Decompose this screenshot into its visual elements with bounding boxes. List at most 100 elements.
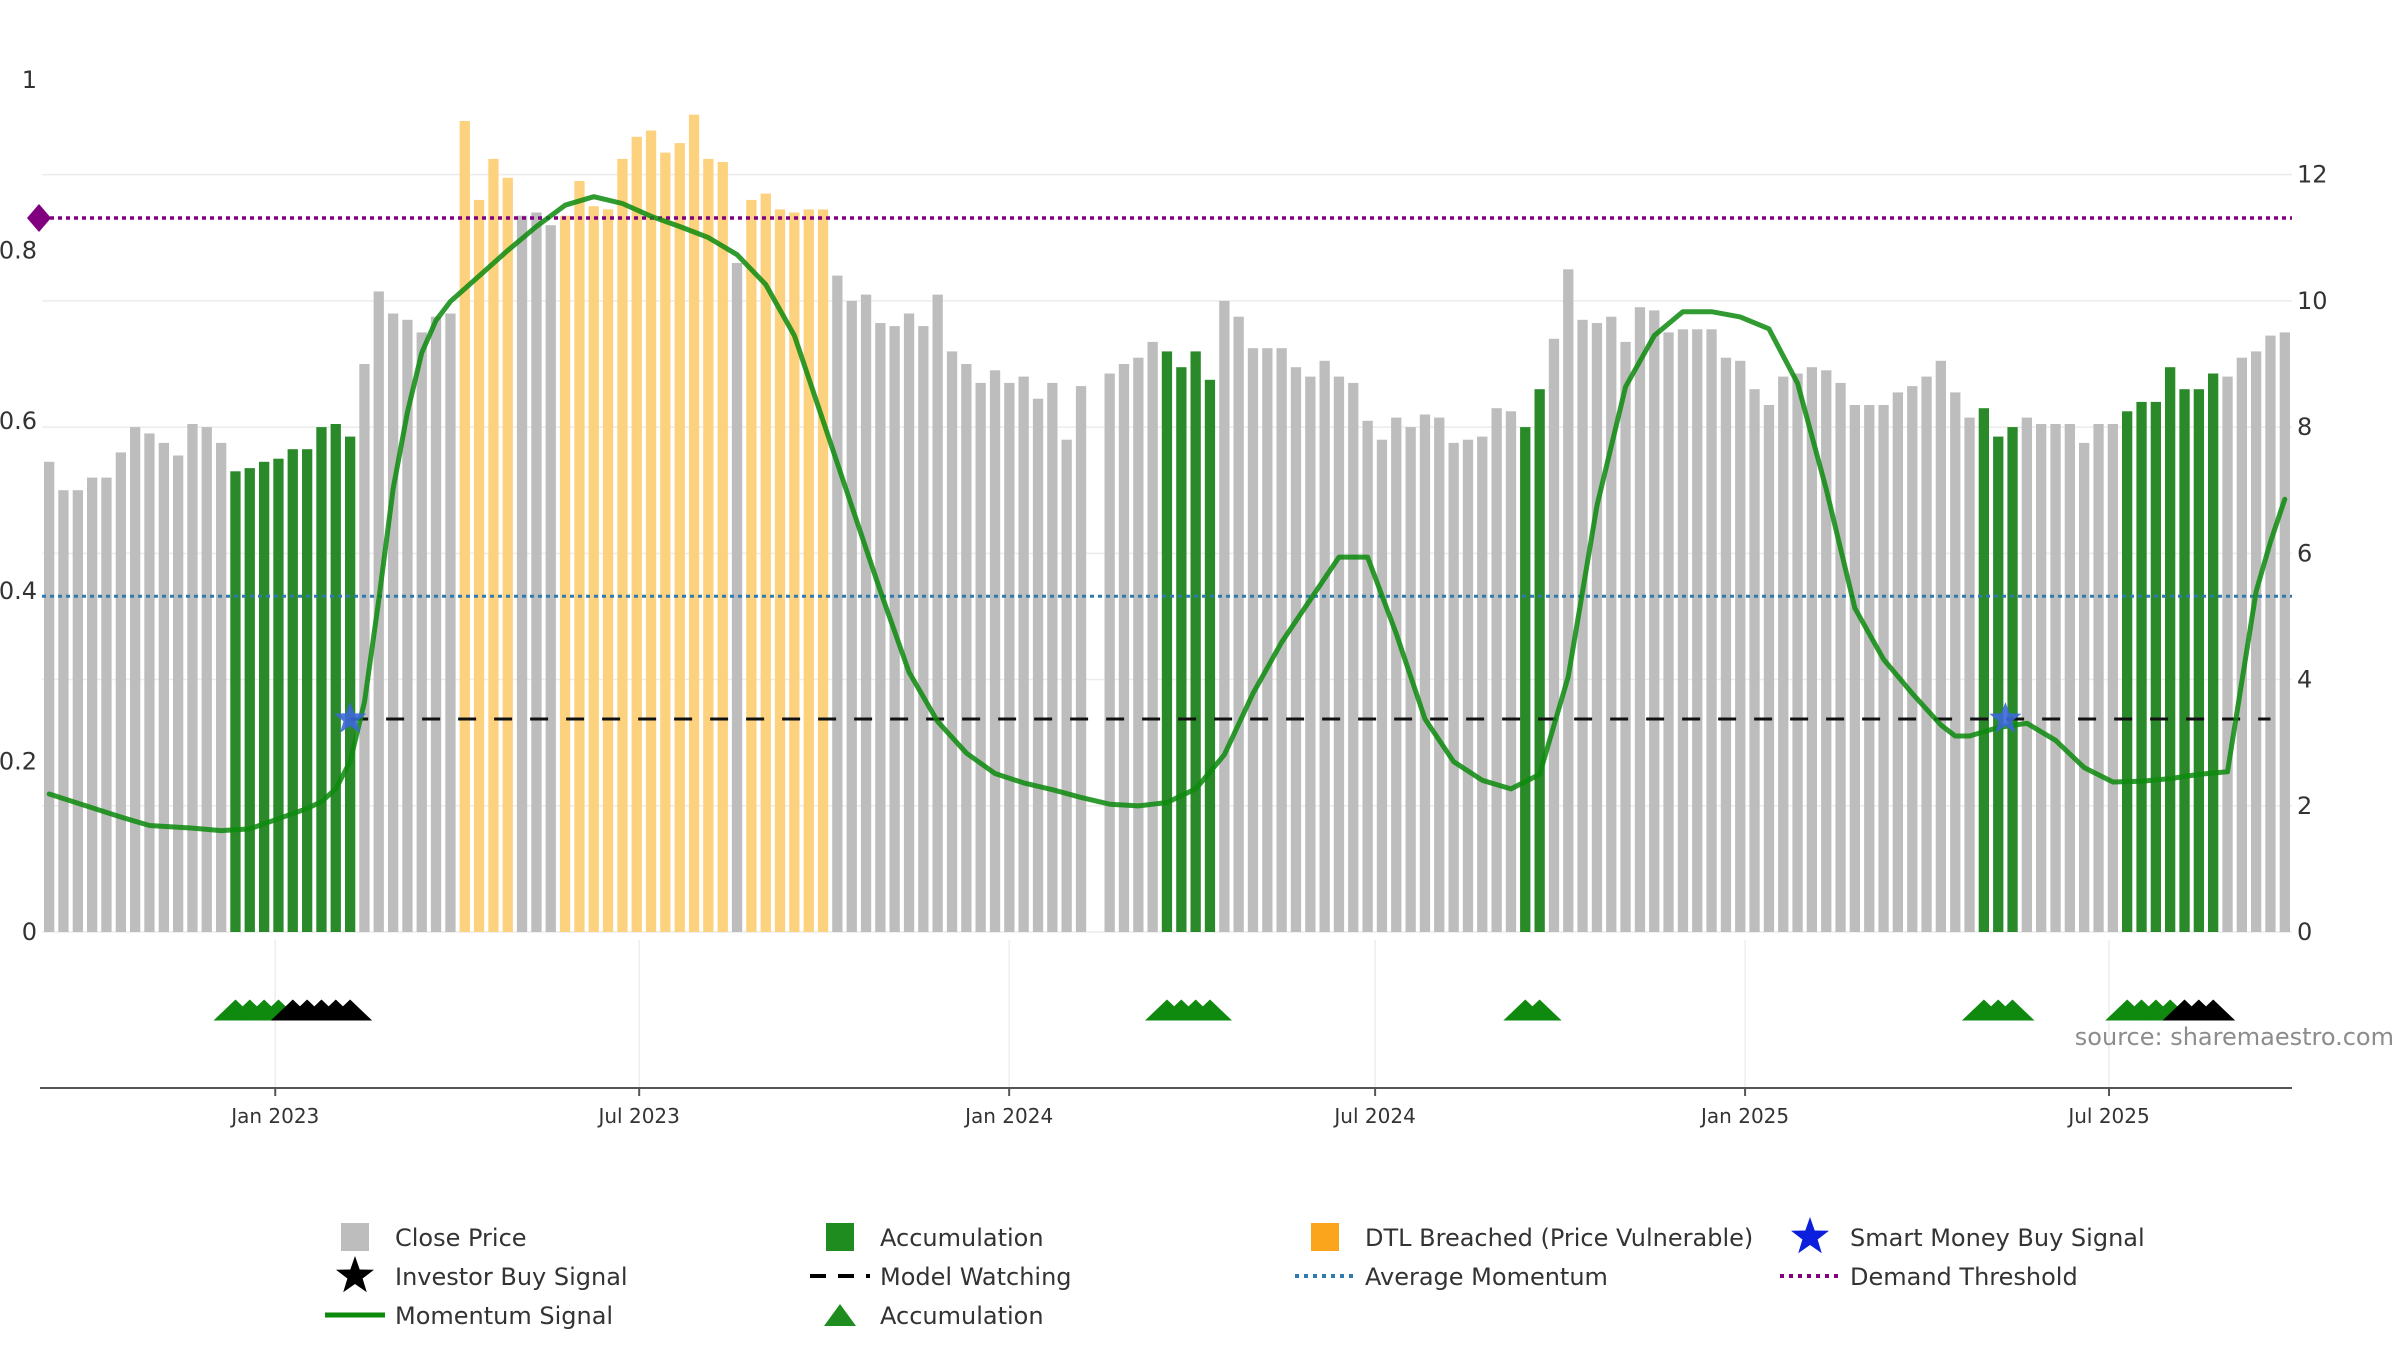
price-bar-green	[1534, 389, 1545, 932]
source-label: source: sharemaestro.com	[2075, 1023, 2394, 1051]
price-bar-green	[1190, 351, 1201, 932]
price-bar-orange	[502, 177, 513, 933]
legend-swatch	[1311, 1223, 1339, 1251]
price-bar-gray	[1892, 392, 1903, 932]
price-bar-green	[2136, 401, 2147, 932]
x-tick-label: Jan 2025	[1699, 1104, 1789, 1128]
price-bar-orange	[760, 193, 771, 933]
legend-item: Accumulation	[826, 1223, 1044, 1252]
price-bar-gray	[1749, 389, 1760, 932]
legend-label: DTL Breached (Price Vulnerable)	[1365, 1224, 1753, 1252]
price-bar-green	[287, 449, 298, 932]
price-bar-gray	[430, 316, 442, 932]
investor-buy-triangle	[2191, 999, 2236, 1021]
legend-label: Investor Buy Signal	[395, 1263, 628, 1291]
legend-item: Accumulation	[824, 1302, 1044, 1330]
price-bar-orange	[473, 199, 485, 932]
right-tick-label: 6	[2297, 539, 2312, 567]
price-bar-green	[2007, 427, 2018, 932]
price-bar-green	[2208, 373, 2219, 932]
left-tick-label: 1	[22, 66, 37, 94]
legend-triangle-icon	[824, 1304, 856, 1326]
price-bar-gray	[2107, 424, 2118, 932]
price-bar-gray	[1333, 376, 1345, 933]
price-bar-gray	[1563, 269, 1574, 932]
legend-label: Demand Threshold	[1850, 1263, 2078, 1291]
legend-item: Demand Threshold	[1780, 1263, 2078, 1291]
price-bar-green	[1204, 379, 1216, 932]
price-bar-gray	[875, 323, 886, 932]
price-bar-gray	[187, 424, 198, 932]
price-bar-orange	[588, 206, 599, 932]
price-bar-orange	[574, 181, 585, 932]
legend-item: Average Momentum	[1295, 1263, 1608, 1291]
demand-threshold-marker	[27, 204, 51, 233]
price-bar-gray	[1233, 316, 1244, 932]
price-bar-green	[330, 424, 341, 932]
price-bar-gray	[1778, 376, 1789, 933]
price-bar-gray	[416, 332, 427, 932]
x-tick-label: Jan 2024	[963, 1104, 1053, 1128]
price-bar-orange	[789, 212, 800, 932]
price-bar-gray	[2036, 424, 2047, 932]
price-bar-gray	[216, 442, 227, 932]
price-bar-gray	[1806, 367, 1817, 932]
price-bar-gray	[1319, 360, 1330, 932]
investor-buy-triangle	[328, 999, 373, 1021]
price-bar-gray	[158, 442, 169, 932]
legend-item: Model Watching	[810, 1263, 1072, 1291]
price-bar-gray	[1047, 382, 1058, 932]
price-bar-gray	[1348, 382, 1359, 932]
price-bar-gray	[1835, 382, 1846, 932]
price-bar-gray	[1032, 398, 1044, 932]
price-bar-gray	[1692, 329, 1703, 932]
price-bar-gray	[1792, 373, 1803, 932]
reference-lines	[27, 194, 2292, 834]
right-tick-label: 10	[2297, 287, 2328, 315]
price-bar-gray	[918, 326, 929, 933]
price-bar-gray	[1591, 323, 1603, 932]
price-bar-gray	[144, 433, 155, 932]
price-bar-green	[2165, 367, 2176, 932]
smart-money-buy-star	[1989, 702, 2022, 733]
momentum-signal-line	[46, 194, 2288, 834]
price-bar-green	[2150, 401, 2161, 932]
price-bar-gray	[1362, 420, 1373, 932]
price-bar-gray	[1878, 405, 1889, 932]
price-bar-green	[259, 461, 270, 932]
price-bar-orange	[459, 121, 470, 932]
price-bar-green	[1176, 367, 1187, 932]
price-bar-gray	[1477, 436, 1488, 932]
price-bar-gray	[2222, 376, 2233, 933]
price-bar-gray	[860, 294, 872, 933]
price-bar-gray	[101, 477, 112, 932]
legend-label: Average Momentum	[1365, 1263, 1608, 1291]
price-bar-orange	[703, 158, 714, 932]
price-bar-gray	[2251, 351, 2262, 932]
price-bar-gray	[1921, 376, 1932, 933]
price-bar-orange	[559, 215, 571, 932]
left-tick-label: 0.8	[0, 236, 37, 264]
x-tick-label: Jul 2025	[2066, 1104, 2149, 1128]
price-bar-gray	[1219, 300, 1230, 932]
price-bar-green	[316, 427, 327, 932]
price-bar-gray	[731, 263, 743, 932]
legend-label: Accumulation	[880, 1224, 1044, 1252]
price-bar-gray	[359, 364, 370, 932]
price-bar-gray	[961, 364, 972, 932]
price-bar-gray	[1677, 329, 1689, 932]
price-bar-green	[345, 436, 356, 932]
price-bar-gray	[115, 452, 126, 932]
price-bar-gray	[402, 319, 413, 932]
price-bar-orange	[688, 114, 700, 932]
legend-item: Momentum Signal	[325, 1302, 613, 1330]
price-bar-green	[2179, 389, 2190, 932]
legend-item: Smart Money Buy Signal	[1791, 1217, 2145, 1254]
price-bar-gray	[1061, 439, 1072, 932]
price-bar-gray	[1720, 357, 1732, 932]
price-bar-gray	[1821, 370, 1832, 932]
price-bar-gray	[946, 351, 958, 932]
price-bar-gray	[1462, 439, 1474, 932]
legend-star-icon	[336, 1256, 374, 1293]
